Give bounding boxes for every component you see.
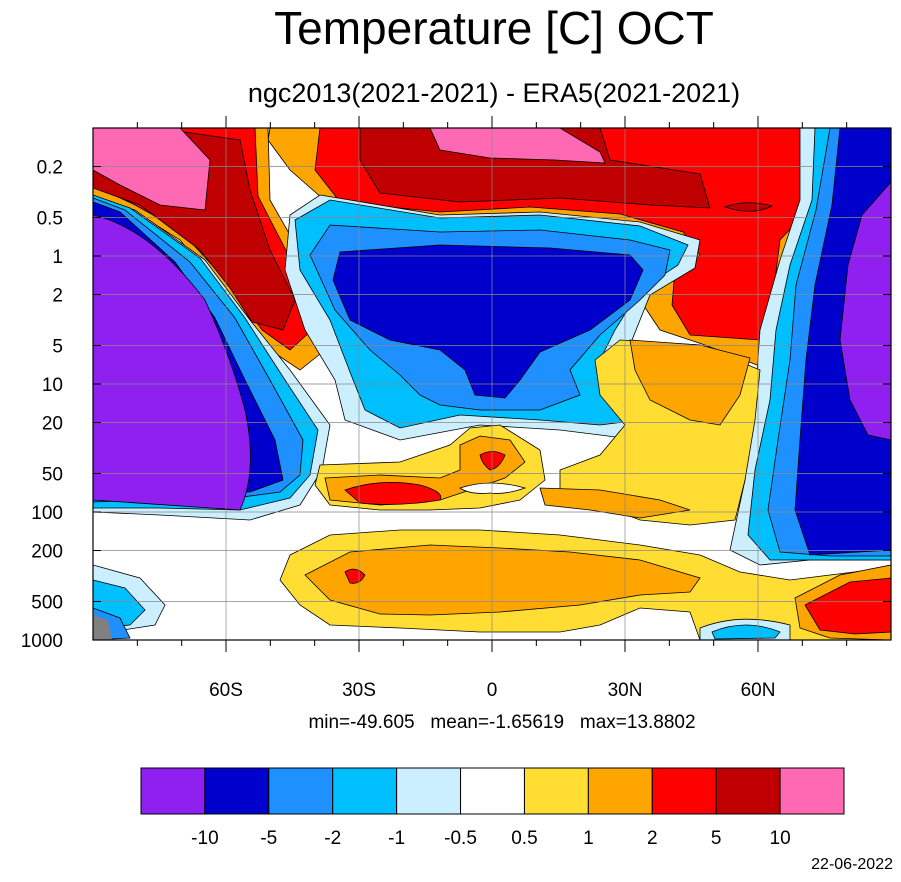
- chart-title: Temperature [C] OCT: [274, 2, 714, 54]
- contour-sh-missing: [93, 615, 112, 640]
- x-axis: 60S 30S 0 30N 60N: [136, 116, 848, 701]
- colorbar-swatch: [779, 767, 845, 815]
- contour-warm-top-darkred-2: [723, 202, 774, 212]
- y-tick-label: 200: [31, 542, 63, 563]
- colorbar-label: 10: [770, 828, 791, 849]
- colorbar-swatch: [332, 767, 398, 815]
- y-tick-label: 1: [52, 247, 63, 268]
- colorbar-label: -1: [388, 828, 405, 849]
- colorbar-label: -10: [191, 828, 218, 849]
- grid-lines: [93, 128, 891, 641]
- y-tick-label: 1000: [21, 631, 63, 652]
- contour-sh-warm-pink: [93, 128, 211, 211]
- contour-nh-cold-purple: [839, 181, 891, 441]
- contour-trop-low-red: [344, 568, 366, 584]
- colorbar-label: -5: [260, 828, 277, 849]
- date-stamp: 22-06-2022: [811, 856, 893, 873]
- x-tick-label: 60S: [209, 680, 243, 701]
- colorbar-swatch: [204, 767, 270, 815]
- colorbar-swatch: [523, 767, 589, 815]
- colorbar-swatch: [268, 767, 334, 815]
- y-axis: 0.2 0.5 1 2 5 10 20 50 100 200 500 1000: [21, 158, 891, 652]
- colorbar-label: -2: [324, 828, 341, 849]
- y-tick-label: 5: [52, 336, 63, 357]
- x-tick-label: 30S: [342, 680, 376, 701]
- contour-trop-low-orange: [304, 544, 701, 616]
- contour-warm-top-pink: [429, 128, 606, 164]
- chart-subtitle: ngc2013(2021-2021) - ERA5(2021-2021): [247, 78, 741, 108]
- contour-trop-white-bubble: [459, 482, 527, 494]
- contour-sh-cold-purple: [93, 214, 251, 511]
- colorbar-label: 2: [647, 828, 658, 849]
- colorbar-label: 5: [711, 828, 722, 849]
- y-tick-label: 50: [42, 464, 63, 485]
- contour-trop-red: [344, 482, 442, 505]
- contour-nh-low-red: [804, 577, 891, 635]
- y-tick-label: 20: [42, 414, 63, 435]
- colorbar-swatch: [460, 767, 525, 815]
- contour-cold-upper-darkblue: [332, 244, 644, 399]
- colorbar-swatch: [396, 767, 462, 815]
- colorbar-label: 0.5: [511, 828, 537, 849]
- x-tick-label: 0: [487, 680, 498, 701]
- contour-nh-low-cyan: [711, 624, 781, 640]
- y-tick-label: 0.5: [37, 208, 63, 229]
- colorbar-swatch: [587, 767, 653, 815]
- colorbar-swatch: [651, 767, 717, 815]
- y-tick-label: 0.2: [37, 158, 63, 179]
- colorbar-swatch: [140, 767, 206, 815]
- colorbar-label: -0.5: [444, 828, 477, 849]
- x-tick-label: 60N: [741, 680, 776, 701]
- contour-nh-warm-orange-2: [539, 487, 691, 519]
- stats-summary: min=-49.605 mean=-1.65619 max=13.8802: [308, 712, 696, 733]
- x-tick-label: 30N: [608, 680, 643, 701]
- colorbar-swatch: [715, 767, 781, 815]
- contour-nh-warm-orange: [629, 339, 751, 426]
- y-tick-label: 2: [52, 286, 63, 307]
- y-tick-label: 500: [31, 592, 63, 613]
- colorbar-label: 1: [583, 828, 594, 849]
- colorbar: -10 -5 -2 -1 -0.5 0.5 1 2 5 10: [140, 767, 845, 849]
- y-tick-label: 10: [42, 375, 63, 396]
- y-tick-label: 100: [31, 503, 63, 524]
